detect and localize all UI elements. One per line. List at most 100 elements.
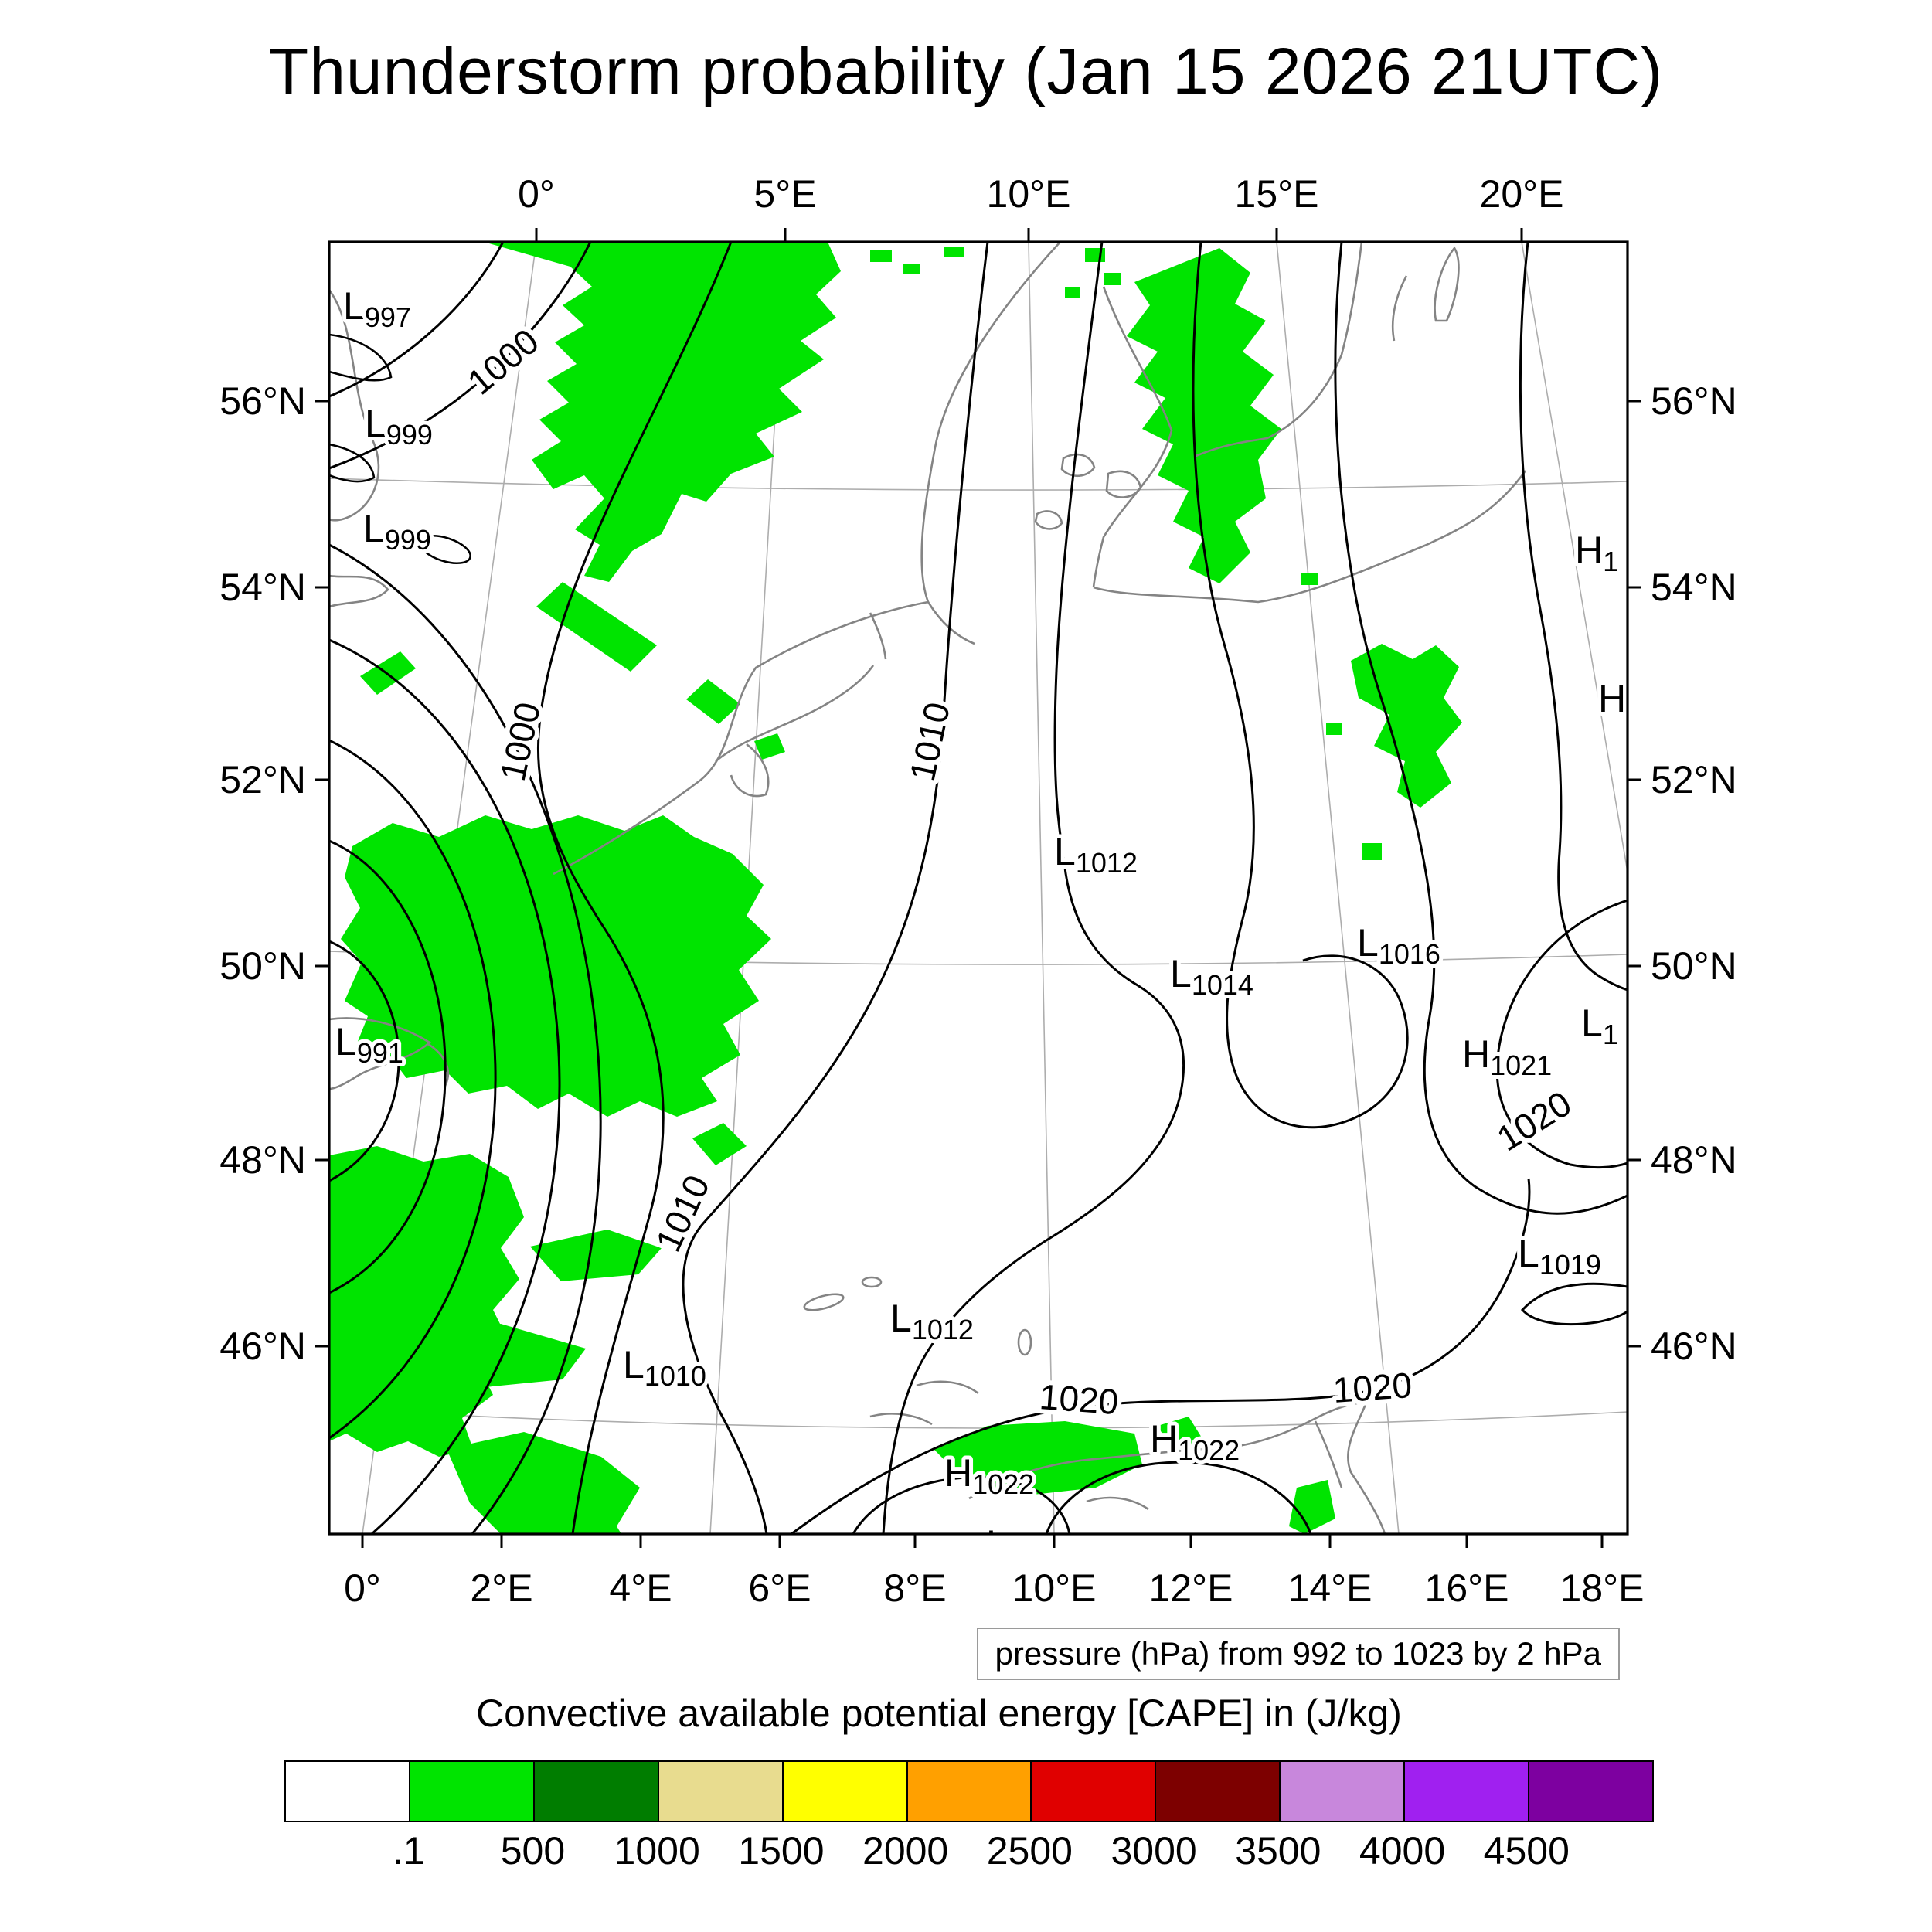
lake-geneva bbox=[803, 1293, 845, 1311]
axis-label: 12°E bbox=[1149, 1566, 1233, 1610]
pressure-center-label: L1014 bbox=[1170, 952, 1253, 1001]
coastlines bbox=[329, 242, 1527, 1534]
axis-label: 46°N bbox=[219, 1325, 306, 1368]
cape-speck bbox=[1065, 287, 1080, 298]
isobar bbox=[329, 543, 602, 1534]
terrain-line bbox=[1086, 1496, 1149, 1511]
contour-label: 1020 bbox=[1332, 1365, 1413, 1410]
meridian-10E bbox=[1028, 242, 1055, 1534]
axis-label: 10°E bbox=[1012, 1566, 1097, 1610]
coast-danish-isle bbox=[1060, 453, 1096, 478]
isobar-closed-low bbox=[419, 534, 471, 565]
isobar-1020-east bbox=[1495, 899, 1628, 1169]
isobar-1000 bbox=[536, 242, 733, 1534]
coast-ijsselmeer bbox=[730, 743, 770, 798]
parallel-55N bbox=[329, 478, 1628, 491]
pressure-caption: pressure (hPa) from 992 to 1023 by 2 hPa bbox=[976, 1628, 1620, 1680]
colorbar-tick-label: .1 bbox=[392, 1829, 425, 1872]
pressure-center-label: H bbox=[1598, 677, 1626, 720]
colorbar-tick-label: 3000 bbox=[1111, 1829, 1197, 1872]
cape-streak bbox=[530, 1230, 662, 1281]
pressure-center-label: H1 bbox=[1575, 529, 1618, 577]
isobar-1022 bbox=[852, 1476, 1071, 1534]
pressure-center-label: H1021 bbox=[1462, 1032, 1552, 1081]
pressure-center-label: L1010 bbox=[623, 1343, 706, 1392]
colorbar-cell bbox=[534, 1762, 659, 1821]
pressure-center-label: L999 bbox=[363, 507, 431, 556]
pressure-center-label: L999 bbox=[365, 402, 433, 451]
coast-north-sea bbox=[553, 242, 1061, 876]
coast-wadden bbox=[715, 665, 875, 763]
contour-label: 1000 bbox=[460, 321, 546, 403]
coast-oland bbox=[1391, 275, 1408, 342]
isobar bbox=[329, 940, 400, 1182]
axis-label: 4°E bbox=[609, 1566, 672, 1610]
colorbar-cell bbox=[1529, 1762, 1652, 1821]
colorbar-cell bbox=[1032, 1762, 1157, 1821]
contour-label: 1020 bbox=[1038, 1376, 1120, 1422]
cape-speck bbox=[944, 247, 964, 257]
axis-label: 50°N bbox=[219, 944, 306, 988]
isobar-1010 bbox=[682, 242, 989, 1534]
pressure-center-label: L bbox=[986, 1522, 1008, 1566]
colorbar-tick-label: 1000 bbox=[614, 1829, 700, 1872]
colorbar-cell bbox=[1156, 1762, 1281, 1821]
axis-label: 54°N bbox=[1651, 566, 1737, 609]
axis-label: 5°E bbox=[753, 172, 816, 216]
axis-label: 18°E bbox=[1560, 1566, 1645, 1610]
contour-label: 1010 bbox=[902, 699, 957, 784]
axis-label: 0° bbox=[344, 1566, 381, 1610]
colorbar-cell bbox=[410, 1762, 535, 1821]
colorbar-cell bbox=[286, 1762, 410, 1821]
cape-speck bbox=[1326, 723, 1342, 735]
coast-adriatic bbox=[1314, 1420, 1343, 1488]
colorbar-tick-label: 3500 bbox=[1235, 1829, 1321, 1872]
cape-speck bbox=[754, 733, 785, 760]
meridian-15E bbox=[1276, 242, 1400, 1534]
terrain-line bbox=[869, 1413, 933, 1426]
colorbar-tick-label: 500 bbox=[500, 1829, 566, 1872]
cape-patch-channel bbox=[341, 815, 771, 1117]
axis-label: 8°E bbox=[883, 1566, 946, 1610]
legend-title: Convective available potential energy [C… bbox=[476, 1692, 1402, 1735]
colorbar-cell bbox=[907, 1762, 1032, 1821]
cape-streak bbox=[536, 582, 657, 672]
colorbar-cell bbox=[1281, 1762, 1406, 1821]
axis-label: 52°N bbox=[1651, 758, 1737, 801]
terrain-line bbox=[916, 1380, 979, 1395]
colorbar-tick-label: 4000 bbox=[1359, 1829, 1446, 1872]
cape-streak bbox=[686, 679, 740, 724]
parallel-45N bbox=[329, 1408, 1628, 1429]
coast-sweden bbox=[1193, 242, 1363, 458]
isobar-1022 bbox=[1045, 1461, 1312, 1534]
colorbar-ticks: .1 500 1000 1500 2000 2500 3000 3500 4000 4500 bbox=[284, 1828, 1651, 1875]
axis-label: 2°E bbox=[470, 1566, 532, 1610]
colorbar-cell bbox=[658, 1762, 784, 1821]
cape-patch-france-south bbox=[447, 1432, 640, 1534]
colorbar-tick-label: 4500 bbox=[1483, 1829, 1570, 1872]
axis-label: 6°E bbox=[748, 1566, 811, 1610]
cape-streak bbox=[692, 1123, 747, 1165]
lake-constance bbox=[861, 1276, 883, 1288]
cape-speck bbox=[903, 264, 920, 274]
coast-gotland bbox=[1434, 246, 1460, 322]
colorbar-tick-label: 2000 bbox=[862, 1829, 949, 1872]
cape-patch-north-sea bbox=[484, 242, 841, 582]
map-frame bbox=[328, 240, 1629, 1536]
pressure-center-labels: L997 L999 L999 L991 L1012 L1014 L1016 H1… bbox=[332, 281, 1628, 1566]
pressure-center-label: H1022 bbox=[1150, 1417, 1240, 1466]
colorbar-cell bbox=[783, 1762, 908, 1821]
cape-patch-adriatic bbox=[1289, 1480, 1335, 1534]
pressure-center-label: L1012 bbox=[890, 1297, 974, 1345]
coast-denmark-east bbox=[1092, 286, 1173, 588]
isobar-1014 bbox=[1192, 242, 1409, 1129]
colorbar-cell bbox=[1405, 1762, 1530, 1821]
axis-label: 50°N bbox=[1651, 944, 1737, 988]
coast-danish-isle bbox=[1105, 470, 1142, 498]
axis-labels-bottom: 0° 2°E 4°E 6°E 8°E 10°E 12°E 14°E 16°E 1… bbox=[344, 1566, 1644, 1610]
coast-uk-south bbox=[329, 574, 389, 608]
axis-label: 52°N bbox=[219, 758, 306, 801]
isobar-1020-south bbox=[791, 1178, 1531, 1534]
